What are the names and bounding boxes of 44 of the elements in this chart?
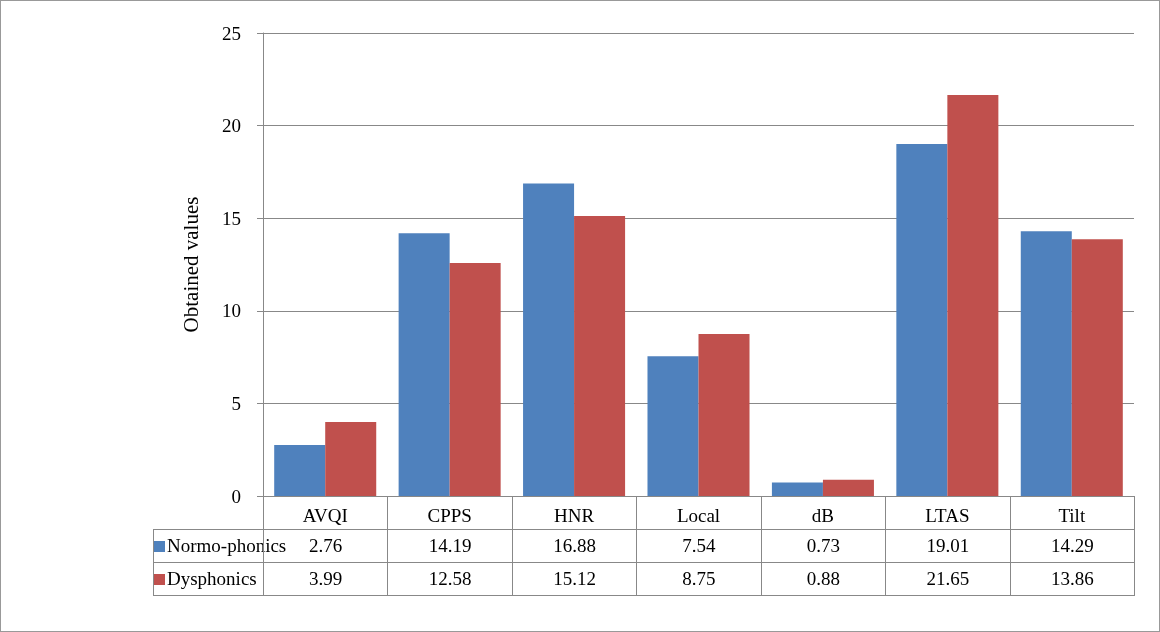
data-label: 21.65 — [926, 568, 970, 590]
bar — [822, 479, 874, 496]
legend-label: Normo-phonics — [166, 535, 287, 557]
y-tick-label: 15 — [222, 207, 241, 229]
x-tick-label: Tilt — [1058, 505, 1086, 526]
bar — [698, 333, 750, 496]
bar — [523, 183, 575, 496]
data-label: 8.75 — [682, 568, 716, 590]
y-tick-label: 0 — [231, 485, 241, 507]
y-axis-title: Obtained values — [178, 196, 203, 333]
x-tick-label: Local — [676, 505, 721, 526]
bar — [1020, 231, 1072, 496]
y-tick-label: 5 — [231, 392, 241, 414]
legend-label: Dysphonics — [166, 568, 257, 590]
bar — [398, 233, 450, 496]
bar — [1071, 239, 1123, 496]
data-label: 0.73 — [806, 535, 841, 557]
x-tick-label: HNR — [554, 505, 595, 526]
bar — [771, 482, 823, 496]
y-tick-label: 10 — [222, 300, 241, 322]
data-label: 13.86 — [1050, 568, 1094, 590]
x-tick-label: LTAS — [925, 505, 970, 526]
x-tick-label: AVQI — [302, 505, 348, 526]
x-tick-label: dB — [811, 505, 835, 526]
bar — [574, 215, 626, 496]
y-tick-label: 20 — [222, 115, 241, 137]
data-label: 14.19 — [428, 535, 472, 557]
data-label: 3.99 — [309, 568, 343, 590]
data-label: 12.58 — [428, 568, 472, 590]
data-label: 0.88 — [806, 568, 841, 590]
data-label: 2.76 — [309, 535, 343, 557]
data-label: 7.54 — [682, 535, 716, 557]
x-tick-label: CPPS — [427, 505, 472, 526]
data-label: 15.12 — [553, 568, 596, 590]
bar — [449, 263, 501, 496]
data-label: 16.88 — [553, 535, 596, 557]
bar — [325, 422, 377, 496]
bar — [647, 356, 699, 496]
bar — [896, 143, 948, 496]
bar — [947, 95, 999, 496]
data-label: 14.29 — [1050, 535, 1094, 557]
bar — [274, 444, 326, 496]
data-label: 19.01 — [926, 535, 970, 557]
y-tick-label: 25 — [222, 22, 241, 44]
